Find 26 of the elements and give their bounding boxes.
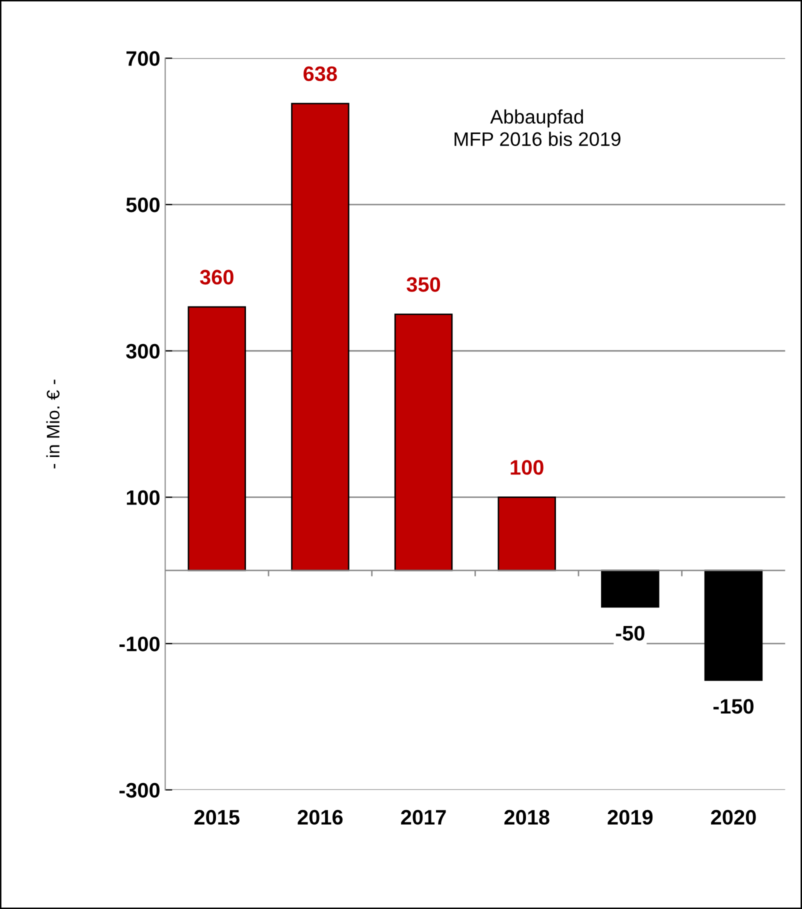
y-tick-label: -100	[119, 636, 160, 652]
bar	[188, 306, 246, 572]
bar	[704, 570, 763, 681]
y-tick-label: 700	[126, 51, 160, 66]
data-label: -150	[713, 699, 754, 714]
x-tick-label: 2018	[504, 810, 550, 825]
x-tick-label: 2016	[298, 810, 343, 825]
data-label: 360	[200, 270, 234, 285]
x-tick-label: 2019	[608, 810, 653, 825]
annotation: Abbaupfad MFP 2016 bis 2019	[454, 109, 620, 146]
y-tick-label: 100	[126, 490, 160, 505]
x-tick-label: 2020	[711, 810, 756, 825]
y-tick-label: 300	[126, 344, 160, 359]
bar	[291, 102, 350, 572]
bar	[394, 314, 453, 572]
data-label: -50	[616, 626, 644, 641]
x-tick-label: 2017	[401, 810, 446, 825]
data-label: 638	[304, 66, 337, 82]
y-tick-label: -300	[119, 782, 160, 798]
y-axis-title: - in Mio. € -	[46, 380, 60, 468]
data-label: 100	[510, 460, 544, 475]
bar	[498, 496, 556, 572]
bar	[601, 570, 660, 608]
x-tick-label: 2015	[194, 810, 240, 825]
data-label: 350	[406, 277, 440, 292]
y-tick-label: 500	[126, 198, 160, 212]
